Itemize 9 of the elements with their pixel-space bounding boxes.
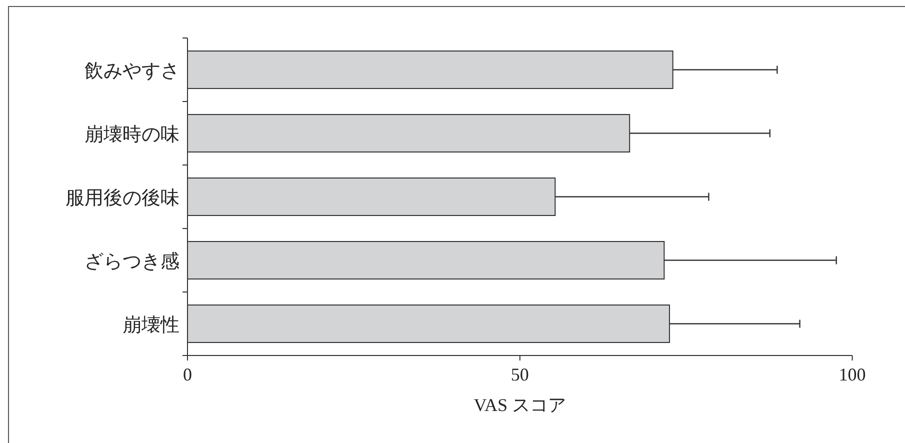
y-tick-label: 崩壊時の味: [84, 124, 180, 146]
x-tick-label: 0: [183, 364, 192, 384]
y-tick-label: 飲みやすさ: [84, 60, 180, 82]
x-tick-label: 100: [838, 364, 866, 384]
x-axis-title: VAS スコア: [474, 395, 566, 415]
x-tick-label: 50: [510, 364, 529, 384]
y-tick-label: 服用後の後味: [66, 188, 180, 209]
y-tick-label: 崩壊性: [122, 314, 180, 336]
y-tick-label: ざらつき感: [84, 251, 180, 272]
